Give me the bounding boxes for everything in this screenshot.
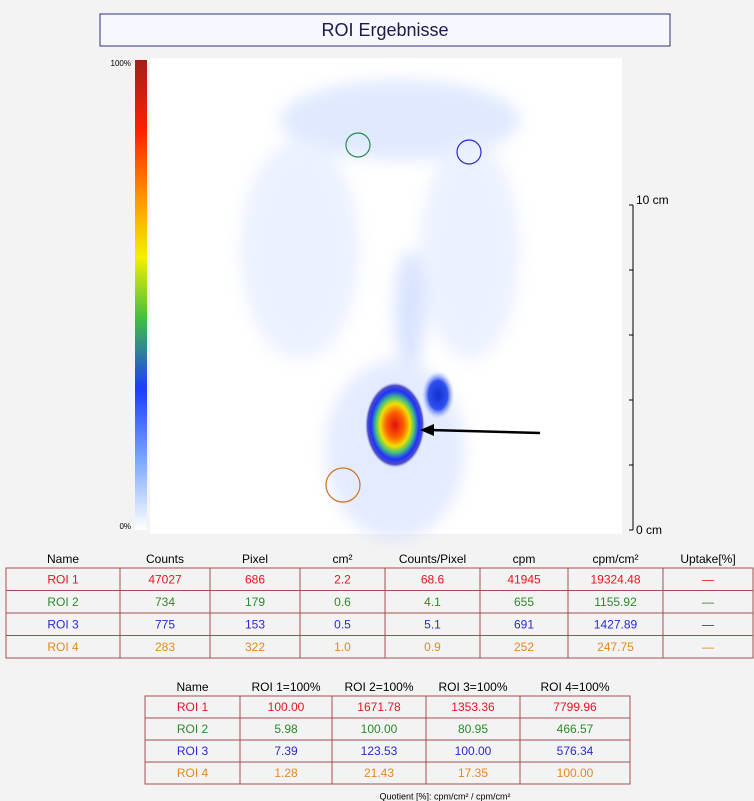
cell-text: 5.98 (274, 722, 298, 736)
cell-text: 41945 (507, 572, 541, 586)
cell-text: ROI 4 (47, 640, 79, 654)
cell-text: 100.00 (455, 744, 492, 758)
cell-text: 19324.48 (590, 572, 640, 586)
column-header: Uptake[%] (680, 552, 735, 566)
cell-text: ROI 2 (47, 595, 79, 609)
title: ROI Ergebnisse (321, 20, 448, 40)
cell-text: — (702, 595, 714, 609)
cell-text: 80.95 (458, 722, 488, 736)
cell-text: 7.39 (274, 744, 298, 758)
cell-text: 7799.96 (553, 700, 597, 714)
cell-text: 0.5 (334, 617, 351, 631)
column-header: ROI 2=100% (344, 680, 413, 694)
cell-text: 576.34 (557, 744, 594, 758)
column-header: Counts (146, 552, 184, 566)
cell-text: ROI 4 (177, 766, 209, 780)
cell-text: 247.75 (597, 640, 634, 654)
column-header: Counts/Pixel (399, 552, 466, 566)
cell-text: 1155.92 (594, 595, 637, 609)
cell-text: 21.43 (364, 766, 394, 780)
cell-text: 466.57 (557, 722, 594, 736)
cell-text: 691 (514, 617, 534, 631)
cell-text: 1.28 (274, 766, 298, 780)
cell-text: 47027 (148, 572, 182, 586)
cell-text: 100.00 (557, 766, 594, 780)
scan-image (150, 58, 622, 540)
column-header: ROI 3=100% (438, 680, 507, 694)
column-header: ROI 1=100% (251, 680, 320, 694)
cell-text: — (702, 572, 714, 586)
column-header: cpm/cm² (593, 552, 639, 566)
scale-bottom-label: 0 cm (636, 523, 662, 537)
cell-text: — (702, 640, 714, 654)
cell-text: 1671.78 (357, 700, 401, 714)
cell-text: ROI 3 (177, 744, 209, 758)
cell-text: 0.9 (424, 640, 441, 654)
cell-text: 775 (155, 617, 175, 631)
cell-text: ROI 2 (177, 722, 209, 736)
colorbar-bottom-label: 0% (119, 522, 131, 531)
cell-text: 1427.89 (594, 617, 638, 631)
column-header: Name (176, 680, 208, 694)
colorbar-top-label: 100% (111, 59, 131, 68)
cell-text: 283 (155, 640, 175, 654)
column-header: Name (47, 552, 79, 566)
cell-text: 322 (245, 640, 265, 654)
cell-text: — (702, 617, 714, 631)
cell-text: 153 (245, 617, 265, 631)
cell-text: 734 (155, 595, 175, 609)
cell-text: 68.6 (421, 572, 445, 586)
scale-top-label: 10 cm (636, 193, 669, 207)
cell-text: 252 (514, 640, 534, 654)
colorbar (135, 60, 147, 530)
screen: ROI Ergebnisse 100% 0% 10 cm 0 cm Quotie… (0, 0, 754, 801)
cell-text: 655 (514, 595, 534, 609)
cell-text: 179 (245, 595, 265, 609)
cell-text: 686 (245, 572, 265, 586)
cell-text: 100.00 (361, 722, 398, 736)
cell-text: 100.00 (268, 700, 305, 714)
page: ROI Ergebnisse 100% 0% 10 cm 0 cm Quotie… (0, 0, 754, 801)
scale-bar (629, 205, 633, 530)
column-header: cpm (513, 552, 536, 566)
cell-text: 5.1 (424, 617, 441, 631)
cell-text: 1353.36 (451, 700, 495, 714)
cell-text: 1.0 (334, 640, 351, 654)
column-header: ROI 4=100% (540, 680, 609, 694)
footnote: Quotient [%]: cpm/cm² / cpm/cm² (379, 791, 510, 801)
cell-text: ROI 3 (47, 617, 79, 631)
cell-text: ROI 1 (47, 572, 79, 586)
column-header: Pixel (242, 552, 268, 566)
column-header: cm² (333, 552, 353, 566)
cell-text: 0.6 (334, 595, 351, 609)
cell-text: 4.1 (424, 595, 441, 609)
cell-text: 2.2 (334, 572, 351, 586)
cell-text: 17.35 (458, 766, 488, 780)
cell-text: 123.53 (361, 744, 398, 758)
cell-text: ROI 1 (177, 700, 209, 714)
